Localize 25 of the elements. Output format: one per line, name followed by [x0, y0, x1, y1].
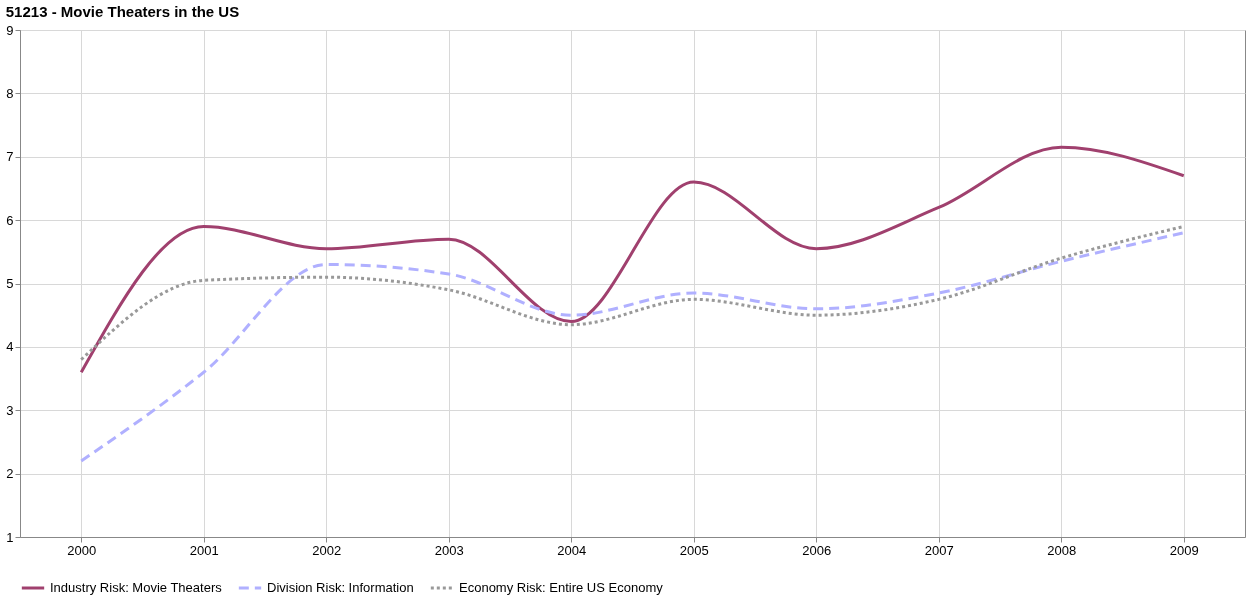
x-tick-label: 2008	[1047, 542, 1077, 558]
y-tick-label: 5	[6, 276, 14, 291]
y-tick-label: 1	[6, 529, 14, 545]
x-tick-label: 2000	[67, 542, 97, 558]
y-tick-label: 3	[6, 402, 14, 418]
legend-label: Economy Risk: Entire US Economy	[459, 580, 664, 595]
x-tick-label: 2003	[434, 542, 464, 558]
y-tick-label: 7	[6, 149, 14, 165]
x-tick-label: 2004	[557, 542, 587, 558]
chart-title: 51213 - Movie Theaters in the US	[5, 3, 240, 20]
line-series	[79, 231, 1186, 463]
y-tick-label: 4	[6, 339, 14, 355]
x-tick-label: 2007	[924, 542, 954, 558]
y-tick-label: 8	[6, 85, 14, 101]
y-tick-label: 6	[6, 212, 14, 228]
x-tick-label: 2005	[679, 542, 709, 558]
y-tick-label: 2	[6, 466, 14, 482]
legend-label: Division Risk: Information	[267, 580, 414, 595]
x-tick-label: 2002	[312, 542, 342, 558]
legend-label: Industry Risk: Movie Theaters	[50, 580, 223, 595]
line-series	[79, 145, 1186, 374]
y-tick-label: 9	[6, 22, 14, 38]
x-tick-label: 2009	[1169, 542, 1199, 558]
x-tick-label: 2001	[189, 542, 219, 558]
x-tick-label: 2006	[802, 542, 832, 558]
